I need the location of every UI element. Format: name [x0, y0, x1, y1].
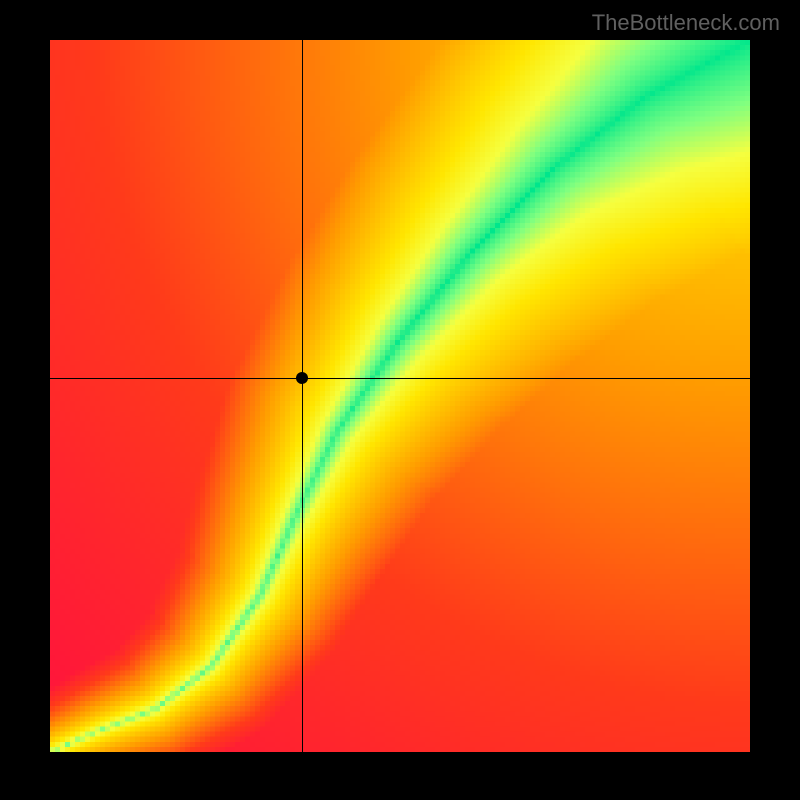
crosshair-horizontal [50, 378, 750, 379]
heatmap-plot [50, 40, 750, 752]
watermark-text: TheBottleneck.com [592, 10, 780, 36]
crosshair-vertical [302, 40, 303, 752]
heatmap-canvas [50, 40, 750, 752]
crosshair-marker [296, 372, 308, 384]
